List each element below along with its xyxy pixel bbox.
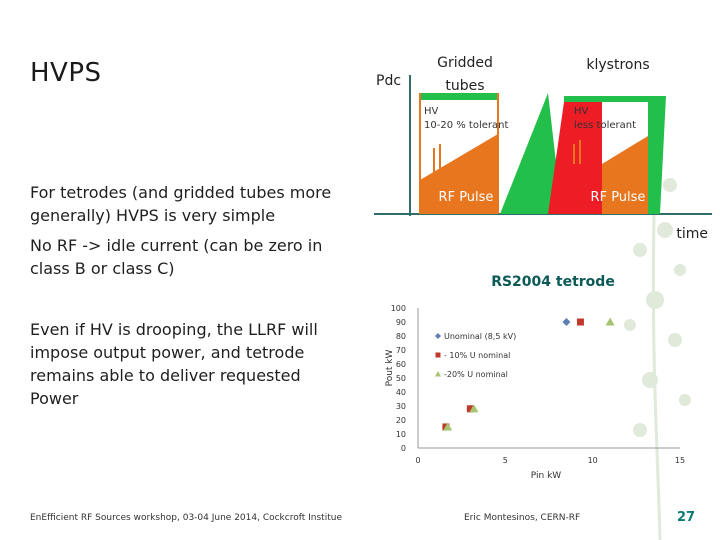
rf-pulse-left-label: RF Pulse (439, 190, 494, 205)
klystron-rf-pulse-orange (602, 136, 648, 214)
y-tick-label: 90 (396, 318, 406, 327)
data-point-series-2 (466, 405, 474, 413)
gridded-hv-line2: 10-20 % tolerant (424, 120, 508, 131)
hvps-diagram: Pdc Gridded tubes klystrons HV 10-20 % t… (374, 55, 712, 242)
x-tick-label: 15 (675, 456, 685, 465)
legend-label-3: -20% U nominal (444, 370, 508, 379)
x-tick-label: 5 (503, 456, 508, 465)
y-tick-label: 70 (396, 346, 406, 355)
y-tick-label: 100 (391, 304, 406, 313)
time-label: time (676, 226, 708, 242)
y-tick-label: 50 (396, 374, 406, 383)
gridded-title-1: Gridded (437, 55, 493, 71)
data-point-series-3 (605, 317, 615, 326)
legend-marker-2 (435, 352, 441, 358)
klystron-hv-line1: HV (574, 106, 589, 117)
transition-green-triangle (500, 93, 562, 214)
legend-label-2: - 10% U nominal (444, 351, 510, 360)
data-point-series-1 (562, 318, 571, 326)
y-tick-label: 40 (396, 388, 406, 397)
gridded-title-2: tubes (445, 78, 484, 94)
data-point-series-3 (469, 404, 479, 413)
y-tick-label: 30 (396, 402, 406, 411)
klystrons-title: klystrons (586, 57, 649, 73)
data-point-series-2 (576, 318, 584, 326)
page-number: 27 (677, 510, 696, 525)
footer-center: Eric Montesinos, CERN-RF (464, 513, 581, 523)
legend-label-1: Unominal (8,5 kV) (444, 332, 516, 341)
klystron-hv-line2: less tolerant (574, 120, 636, 131)
chart-title: RS2004 tetrode (491, 274, 615, 290)
chart-ylabel: Pout kW (385, 349, 395, 386)
legend-marker-3 (435, 371, 441, 377)
bullet-3: Even if HV is drooping, the LLRF will im… (30, 320, 318, 408)
klystron-hv-green (564, 96, 648, 102)
y-tick-label: 10 (396, 430, 406, 439)
footer-left: EnEfficient RF Sources workshop, 03-04 J… (30, 513, 342, 523)
bullet-1: For tetrodes (and gridded tubes more gen… (30, 183, 332, 225)
rs2004-chart: RS2004 tetrode Pout kW Pin kW 0 10 20 30 40 5… (385, 274, 685, 481)
gridded-rf-pulse-orange (420, 134, 498, 214)
slide-title: HVPS (30, 58, 102, 88)
data-point-series-3 (443, 422, 453, 431)
klystron-right-green (648, 96, 666, 214)
y-tick-label: 60 (396, 360, 406, 369)
y-tick-label: 80 (396, 332, 406, 341)
legend-marker-1 (435, 333, 441, 339)
x-tick-label: 10 (588, 456, 598, 465)
gridded-hv-line1: HV (424, 106, 439, 117)
rf-pulse-right-label: RF Pulse (591, 190, 646, 205)
y-tick-label: 20 (396, 416, 406, 425)
gridded-hv-green (420, 93, 498, 100)
x-tick-label: 0 (415, 456, 420, 465)
chart-xlabel: Pin kW (531, 471, 562, 481)
bullet-2: No RF -> idle current (can be zero in cl… (30, 236, 323, 278)
pdc-label: Pdc (376, 73, 401, 89)
y-tick-label: 0 (401, 444, 406, 453)
background-plant-decoration (624, 161, 691, 540)
